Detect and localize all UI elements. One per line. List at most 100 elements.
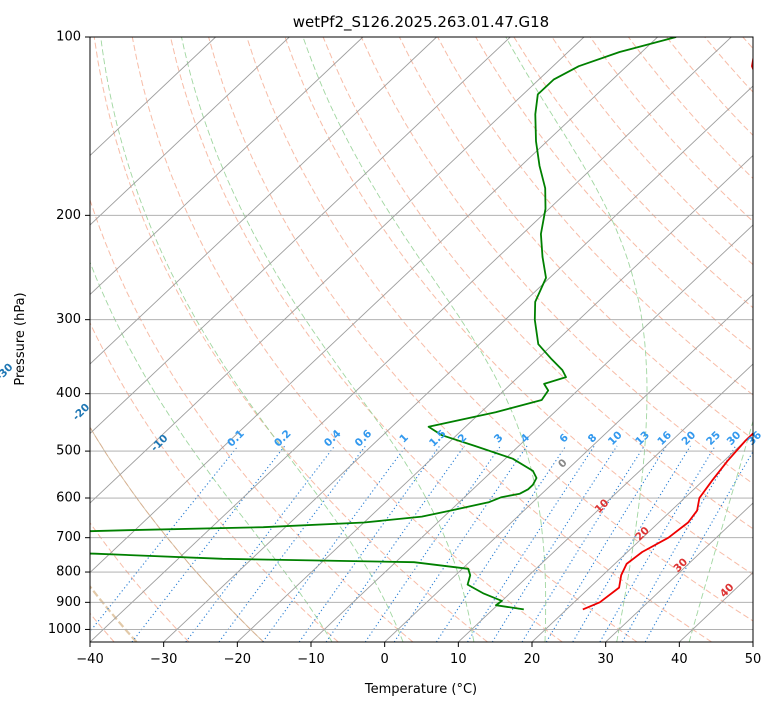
- x-axis-label: Temperature (°C): [364, 682, 477, 697]
- dry-adiabat-line: [170, 37, 638, 642]
- moist-adiabats: [90, 37, 753, 642]
- dry-adiabat-line: [360, 37, 753, 485]
- mixing-ratio-line: [185, 445, 336, 642]
- moist-adiabat-line: [90, 261, 333, 642]
- x-tick-label: 50: [745, 652, 762, 667]
- isotherm-line: [90, 37, 216, 157]
- pressure-gridlines: [90, 37, 753, 630]
- dry-adiabat-line: [475, 37, 753, 352]
- dry-adiabat-line: [90, 426, 264, 642]
- isotherm-line: [90, 37, 511, 435]
- x-tick-label: 10: [450, 652, 467, 667]
- mixing-ratio-line: [467, 445, 595, 642]
- isotherm-line: [384, 293, 753, 642]
- mixing-ratio-line: [621, 445, 737, 642]
- moist-adiabat-label: 20: [633, 525, 652, 544]
- dry-adiabat-line: [90, 584, 138, 642]
- mixing-ratio-label: 0.2: [272, 428, 294, 450]
- dry-adiabat-line: [589, 37, 753, 223]
- mixing-ratio-label: 0.1: [225, 428, 247, 450]
- isotherm-line: [458, 363, 753, 642]
- isotherm-line: [605, 502, 753, 642]
- dry-adiabat-line: [284, 37, 753, 576]
- moist-adiabat-line: [100, 37, 404, 642]
- mixing-ratio-line: [393, 445, 528, 642]
- x-axis-ticks: −40 −30 −20 −10 0 10 20 30 40 50: [76, 642, 761, 667]
- y-tick-label: 600: [56, 491, 81, 506]
- mixing-ratio-label: 25: [704, 429, 723, 448]
- x-tick-label: −40: [76, 652, 103, 667]
- dry-adiabat-line: [437, 37, 753, 396]
- moist-adiabat-line: [302, 37, 547, 642]
- dry-adiabat-line: [131, 37, 563, 642]
- isotherm-line: [531, 432, 753, 642]
- y-tick-label: 500: [56, 444, 81, 459]
- moist-adiabat-line: [181, 37, 475, 642]
- mixing-ratio-line: [545, 445, 667, 642]
- y-tick-label: 200: [56, 208, 81, 223]
- dry-adiabat-line: [666, 37, 753, 137]
- isotherm-line: [90, 37, 364, 296]
- mixing-ratio-label: 8: [586, 432, 600, 446]
- mixing-ratio-line: [435, 445, 567, 642]
- isotherm-line: [163, 85, 753, 642]
- dry-adiabat-line: [90, 426, 264, 642]
- y-axis-label: Pressure (hPa): [13, 292, 28, 385]
- moist-adiabat-label: 40: [718, 581, 737, 600]
- y-tick-label: 800: [56, 565, 81, 580]
- isotherm-line: [90, 37, 732, 642]
- reference-line-labels: -100-90-80-70-60-50-40-30-20-100.10.20.4…: [0, 361, 764, 600]
- mixing-ratio-line: [599, 445, 716, 642]
- mixing-ratio-line: [364, 445, 502, 642]
- moist-adiabat-label: 0: [556, 457, 570, 471]
- y-tick-label: 300: [56, 312, 81, 327]
- mixing-ratio-line: [131, 445, 286, 642]
- y-axis-ticks: 100 200 300 400 500 600 700 800 900 1000: [48, 30, 90, 637]
- mixing-ratio-line: [325, 445, 465, 642]
- x-tick-label: 20: [524, 652, 541, 667]
- mixing-ratio-lines: [90, 445, 753, 642]
- dry-adiabat-line: [398, 37, 753, 440]
- isotherm-line: [90, 37, 437, 365]
- dry-adiabat-line: [742, 37, 753, 50]
- chart-title: wetPf2_S126.2025.263.01.47.G18: [293, 13, 549, 32]
- y-tick-label: 1000: [48, 622, 81, 637]
- isotherm-line: [90, 37, 585, 504]
- dry-adiabat-line: [90, 198, 414, 642]
- dewpoint-profile-line: [90, 37, 677, 611]
- mixing-ratio-label: 20: [679, 429, 698, 448]
- isotherm-line: [237, 154, 753, 642]
- isotherm-line: [752, 641, 753, 642]
- dry-adiabat-line: [90, 521, 190, 642]
- x-tick-label: −30: [150, 652, 177, 667]
- dry-adiabat-line: [246, 37, 753, 622]
- mixing-ratio-line: [262, 445, 407, 642]
- isotherm-line: [90, 37, 290, 226]
- x-tick-label: 30: [597, 652, 614, 667]
- x-tick-label: 0: [381, 652, 389, 667]
- y-tick-label: 700: [56, 530, 81, 545]
- mixing-ratio-label: 13: [633, 429, 652, 448]
- dry-adiabat-line: [208, 37, 712, 642]
- isotherms: [90, 37, 753, 642]
- mixing-ratio-line: [491, 445, 618, 642]
- mixing-ratio-label: 4: [518, 432, 532, 446]
- plot-frame: [89, 36, 754, 643]
- mixing-ratio-line: [644, 450, 753, 642]
- mixing-ratio-label: 36: [745, 429, 764, 448]
- y-tick-label: 400: [56, 386, 81, 401]
- mixing-ratio-label: 3: [492, 432, 506, 446]
- y-tick-label: 900: [56, 595, 81, 610]
- isotherm-line: [90, 37, 658, 574]
- y-tick-label: 100: [56, 30, 81, 45]
- mixing-ratio-label: 0.4: [322, 428, 344, 450]
- mixing-ratio-line: [218, 445, 366, 642]
- mixing-ratio-line: [521, 445, 645, 642]
- moist-adiabat-line: [505, 37, 648, 642]
- dry-adiabat-line: [551, 37, 753, 266]
- mixing-ratio-label: 10: [606, 429, 625, 448]
- x-tick-label: −20: [224, 652, 251, 667]
- mixing-ratio-label: 16: [655, 429, 674, 448]
- dry-adiabat-line: [93, 37, 488, 642]
